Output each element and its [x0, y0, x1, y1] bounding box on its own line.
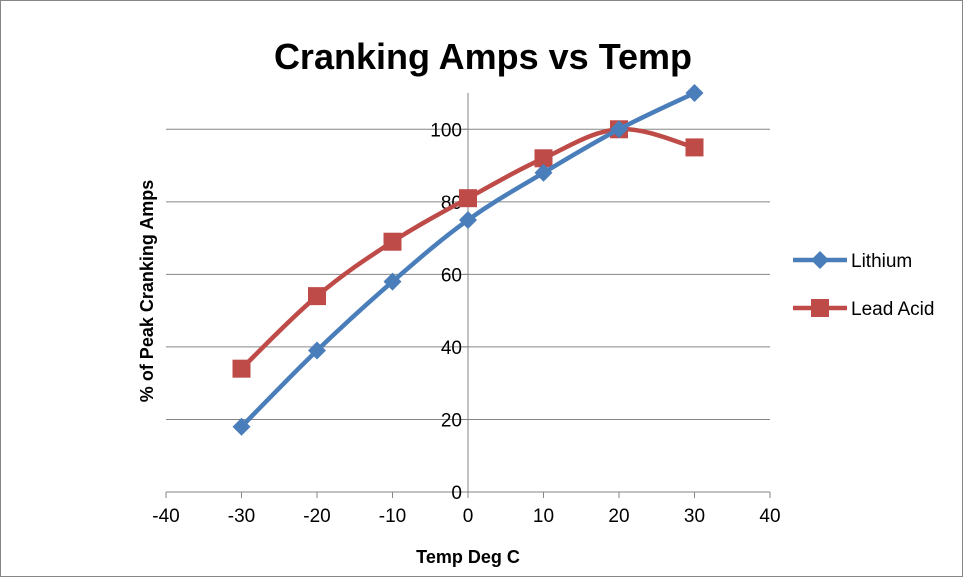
x-tick-label-20: 20	[608, 506, 629, 527]
y-tick-label-0: 0	[451, 483, 462, 504]
y-axis-title: % of Peak Cranking Amps	[137, 180, 157, 402]
y-tick-label-40: 40	[441, 338, 462, 359]
data-point-lead-acid	[685, 138, 704, 157]
x-tick-label-0: 0	[463, 506, 474, 527]
data-point-lead-acid	[308, 287, 326, 306]
x-tick-label--40: -40	[152, 506, 179, 527]
series-lithium	[232, 84, 704, 436]
legend-marker-lead-acid	[811, 299, 829, 317]
x-tick-label--20: -20	[303, 506, 330, 527]
data-point-lithium	[610, 120, 628, 139]
data-point-lead-acid	[459, 189, 477, 208]
x-axis-title: Temp Deg C	[416, 547, 520, 567]
data-point-lithium	[232, 417, 251, 436]
x-tick-label-10: 10	[533, 506, 554, 527]
y-tick-label-100: 100	[430, 120, 462, 141]
legend-marker-lithium	[811, 251, 829, 269]
legend-label-lithium: Lithium	[851, 251, 912, 272]
x-tick-label-40: 40	[759, 506, 780, 527]
data-point-lead-acid	[383, 232, 402, 251]
data-point-lead-acid	[534, 149, 553, 168]
chart-title: Cranking Amps vs Temp	[274, 36, 692, 77]
data-point-lithium	[383, 272, 402, 291]
legend-item-lithium: Lithium	[793, 251, 912, 272]
data-point-lithium	[459, 210, 477, 229]
legend-label-lead-acid: Lead Acid	[851, 299, 934, 320]
y-tick-label-20: 20	[441, 410, 462, 431]
axes	[165, 93, 771, 498]
data-point-lithium	[308, 341, 326, 360]
data-point-lithium	[685, 84, 704, 102]
legend-item-lead-acid: Lead Acid	[793, 299, 934, 320]
x-tick-label--10: -10	[379, 506, 406, 527]
y-tick-label-60: 60	[441, 265, 462, 286]
x-tick-label--30: -30	[228, 506, 255, 527]
series-plot	[232, 84, 704, 436]
data-point-lead-acid	[232, 359, 251, 378]
x-tick-label-30: 30	[684, 506, 705, 527]
data-point-lithium	[534, 163, 553, 182]
legend: Lithium Lead Acid	[793, 251, 934, 320]
